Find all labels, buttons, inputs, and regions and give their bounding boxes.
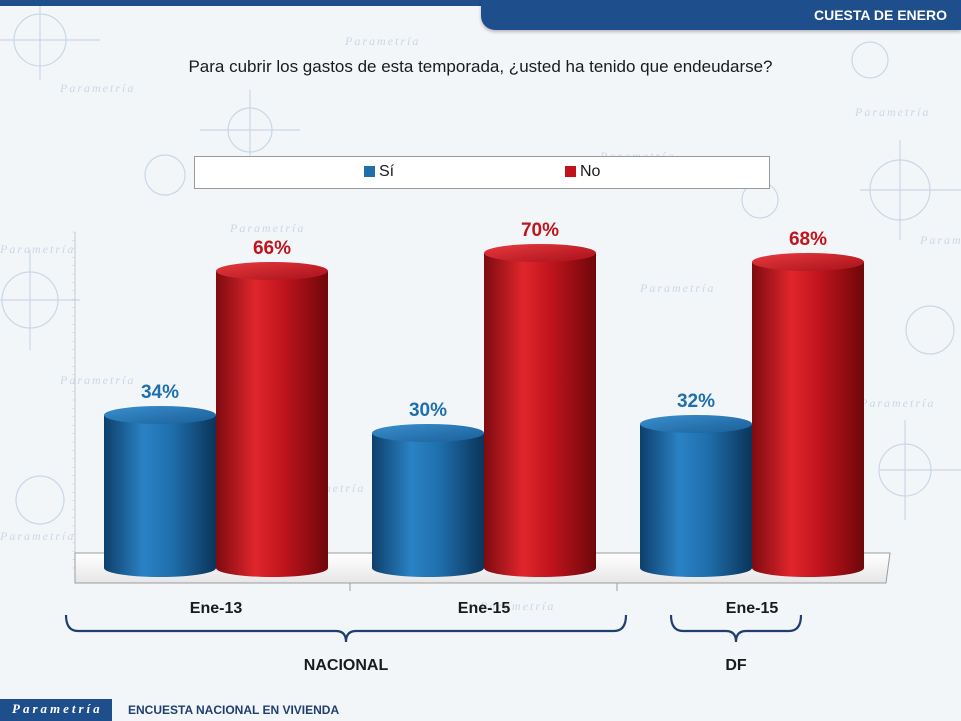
bar-body [104, 415, 216, 577]
bar-no-1 [484, 244, 596, 577]
svg-text:Parametría: Parametría [344, 34, 420, 48]
svg-text:Parametría: Parametría [0, 242, 75, 256]
group-label: NACIONAL [304, 657, 389, 674]
bar-body [372, 433, 484, 577]
bar-si-1 [372, 424, 484, 577]
legend-label-si: Sí [379, 163, 395, 180]
data-label-no-1: 70% [521, 220, 559, 241]
data-label-si-0: 34% [141, 382, 179, 403]
question-text: Para cubrir los gastos de esta temporada… [188, 57, 773, 76]
data-label-si-2: 32% [677, 391, 715, 412]
svg-text:Parametría: Parametría [639, 281, 715, 295]
legend-swatch-si [364, 166, 375, 177]
svg-text:Parametría: Parametría [0, 529, 75, 543]
bar-si-2 [640, 415, 752, 577]
bar-cap [484, 244, 596, 262]
chart-labels: 34% 66% Ene-13 30% 70% Ene-15 32% 68% Ene-15 NACI… [64, 220, 827, 674]
category-label-0: Ene-13 [190, 600, 243, 617]
bar-body [752, 262, 864, 577]
top-bar [0, 0, 961, 6]
legend-item-no: No [565, 163, 600, 181]
bar-body [484, 253, 596, 577]
legend-label-no: No [580, 163, 601, 180]
svg-text:Parametría: Parametría [479, 599, 555, 613]
bar-no-0 [216, 262, 328, 577]
bar-cap [640, 415, 752, 433]
footer-text: ENCUESTA NACIONAL EN VIVIENDA [128, 703, 340, 717]
bar-cap [216, 262, 328, 280]
bracket-path [64, 614, 628, 643]
data-label-si-1: 30% [409, 400, 447, 421]
bracket-path [669, 614, 803, 643]
bar-cap [372, 424, 484, 442]
svg-text:Parametría: Parametría [229, 221, 305, 235]
svg-text:Parametría: Parametría [59, 373, 135, 387]
legend-swatch-no [565, 166, 576, 177]
data-label-no-2: 68% [789, 229, 827, 250]
svg-text:Parametría: Parametría [859, 396, 935, 410]
svg-text:Parametría: Parametría [919, 233, 961, 247]
bar-si-0 [104, 406, 216, 577]
bar-cap [752, 253, 864, 271]
svg-text:Parametría: Parametría [854, 105, 930, 119]
chart-bars [104, 244, 864, 577]
group-bracket-df: DF [669, 614, 803, 674]
footer-logo: Parametría [0, 699, 112, 721]
category-label-2: Ene-15 [726, 600, 779, 617]
chart-axis [72, 231, 76, 569]
bar-cap [104, 406, 216, 424]
group-bracket-nacional: NACIONAL [64, 614, 628, 674]
footer-logo-text: Parametría [12, 701, 103, 716]
legend-item-si: Sí [364, 163, 394, 181]
bar-body [216, 271, 328, 577]
category-label-1: Ene-15 [458, 600, 511, 617]
svg-text:Parametría: Parametría [59, 81, 135, 95]
header-title: CUESTA DE ENERO [813, 7, 947, 23]
header-tab: CUESTA DE ENERO [481, 0, 961, 30]
group-label: DF [725, 657, 747, 674]
bar-no-2 [752, 253, 864, 577]
bar-body [640, 424, 752, 577]
data-label-no-0: 66% [253, 238, 291, 259]
chart-legend: Sí No [194, 156, 770, 189]
